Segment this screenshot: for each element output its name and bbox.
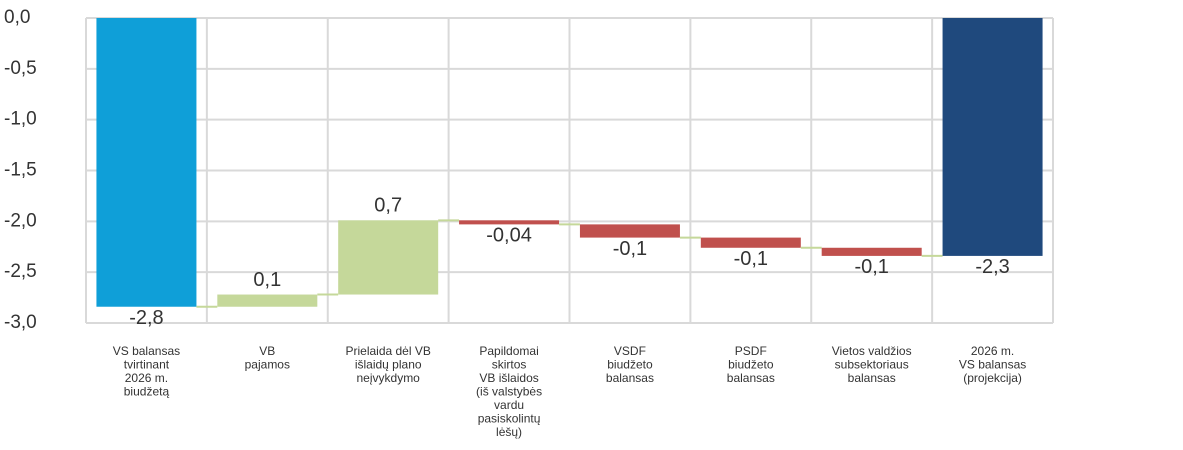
bar [96,18,197,307]
bar [579,224,680,238]
value-label: 0,7 [374,195,402,217]
x-tick-label: VB [259,344,275,358]
x-tick-label: neįvykdymo [357,371,421,385]
x-tick-label: Vietos valdžios [832,344,912,358]
value-label: -2,8 [129,307,163,329]
x-tick-label: VSDF [614,344,646,358]
x-tick-label: biudžetą [124,385,170,399]
bar [700,237,801,248]
value-label: 0,1 [253,269,281,291]
y-tick-label: 0,0 [4,7,30,28]
x-tick-label: PSDF [735,344,767,358]
x-tick-label: VS balansas [959,358,1026,372]
x-tick-label: išlaidų plano [355,358,422,372]
x-tick-label: balansas [727,371,775,385]
x-tick-label: 2026 m. [125,371,168,385]
bar [821,247,922,256]
bar [459,220,560,225]
y-tick-label: -2,5 [4,261,37,282]
x-tick-label: biudžeto [728,358,774,372]
value-label: -0,1 [613,238,647,260]
x-tick-label: skirtos [492,358,527,372]
y-tick-label: -3,0 [4,312,37,333]
x-tick-label: subsektoriaus [835,358,909,372]
x-tick-label: Prielaida dėl VB [345,344,430,358]
x-tick-label: (projekcija) [963,371,1022,385]
x-tick-label: VB išlaidos [479,371,538,385]
value-label: -0,1 [854,256,888,278]
x-tick-label: balansas [848,371,896,385]
x-tick-label: pasiskolintų [478,412,541,426]
value-label: -0,1 [734,248,768,270]
x-tick-label: (iš valstybės [476,385,542,399]
x-tick-label: biudžeto [607,358,653,372]
x-tick-label: VS balansas [113,344,180,358]
x-tick-label: Papildomai [479,344,538,358]
bar [217,294,318,307]
y-tick-label: -2,0 [4,210,37,231]
x-tick-label: balansas [606,371,654,385]
y-tick-label: -1,0 [4,109,37,130]
y-tick-label: -1,5 [4,160,37,181]
bar [338,220,439,295]
value-label: -0,04 [486,225,532,247]
bar [942,18,1043,256]
x-tick-label: vardu [494,398,524,412]
y-tick-label: -0,5 [4,58,37,79]
value-label: -2,3 [975,256,1009,278]
x-tick-label: pajamos [245,358,290,372]
x-tick-label: lėšų) [496,425,522,439]
x-tick-label: 2026 m. [971,344,1014,358]
x-tick-label: tvirtinant [124,358,170,372]
